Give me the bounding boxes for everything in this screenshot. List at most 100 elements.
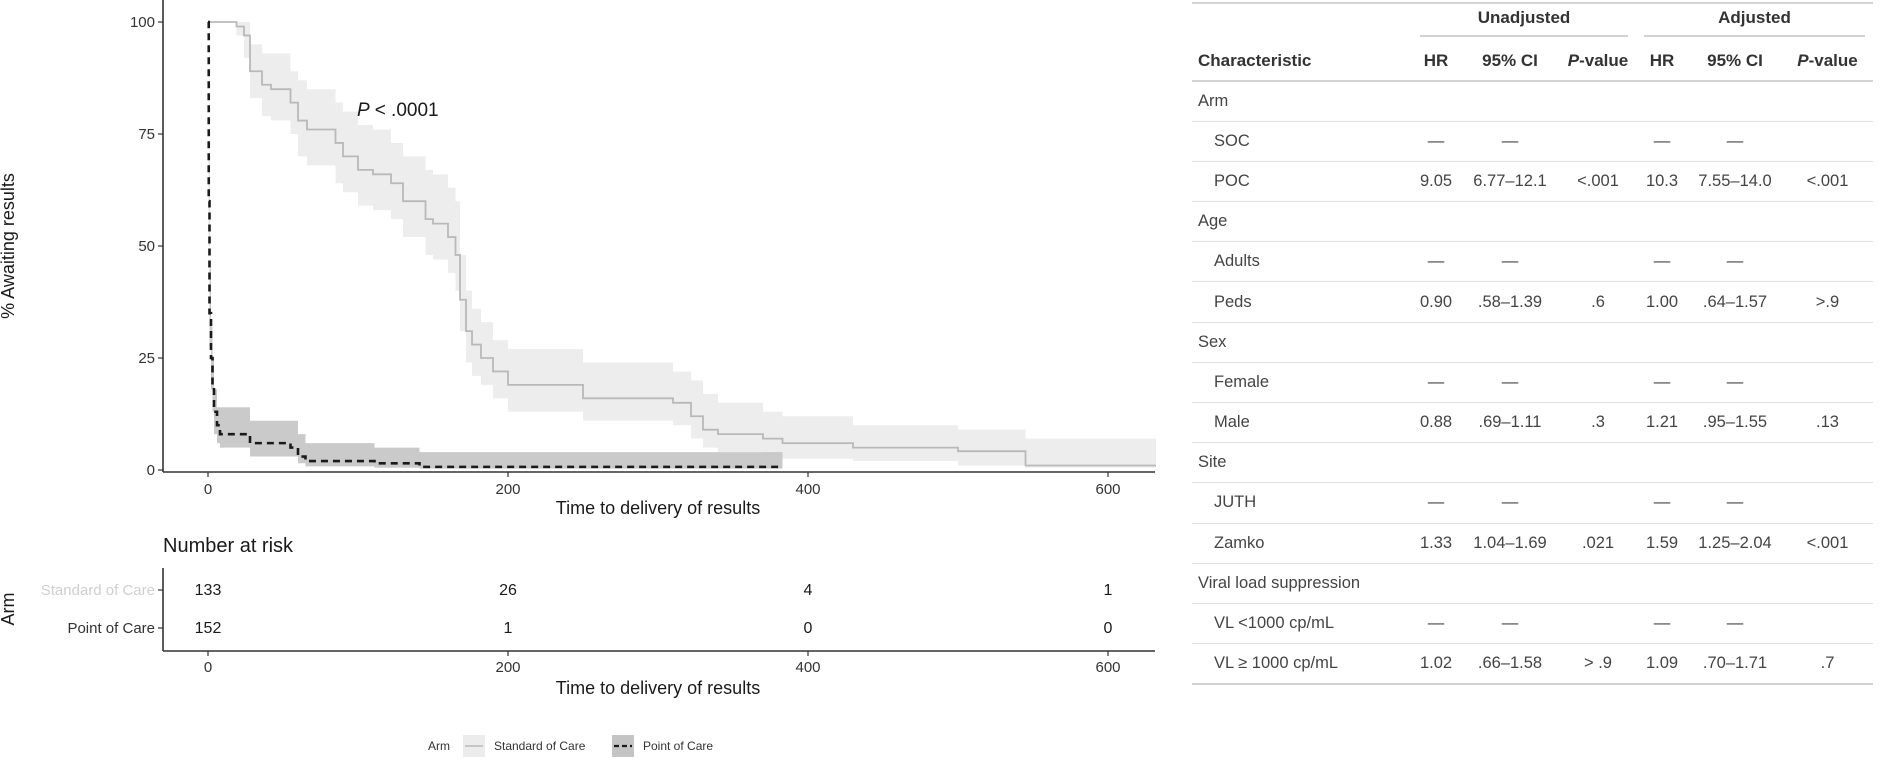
table-body: Arm SOC — — — — POC 9.05 6.77–12.1 <.001 10.3 7.55–…	[1192, 81, 1873, 684]
table-row: Zamko 1.33 1.04–1.69 .021 1.59 1.25–2.04 <.001	[1192, 523, 1873, 564]
ci-adj-cell: —	[1726, 493, 1744, 512]
hr-adj-cell	[1636, 202, 1688, 242]
hr-cell	[1412, 322, 1460, 362]
pvalue-adj-cell	[1782, 322, 1873, 362]
risk-value: 1	[1104, 582, 1113, 599]
survival-plot: 0 25 50 75 100 0 200 400 600 % Awaiting results…	[0, 0, 1156, 518]
ci-adj-cell: —	[1726, 131, 1744, 150]
ci-adj-cell: —	[1726, 252, 1744, 271]
pvalue-cell	[1560, 483, 1636, 523]
regression-results-table: Unadjusted Adjusted Characteristic HR 95…	[1192, 2, 1873, 685]
risk-x-tick-label: 0	[204, 659, 212, 676]
risk-value: 0	[804, 620, 813, 637]
pvalue-adj-cell	[1782, 81, 1873, 121]
hr-adj-cell: 1.00	[1645, 292, 1679, 311]
pvalue-adj-cell	[1782, 242, 1873, 282]
hr-cell: 1.02	[1419, 653, 1453, 672]
level-label: Zamko	[1214, 533, 1265, 552]
risk-table-title: Number at risk	[163, 535, 294, 557]
table-row: Peds 0.90 .58–1.39 .6 1.00 .64–1.57 >.9	[1192, 282, 1873, 323]
hr-adj-cell: 1.59	[1645, 533, 1679, 552]
table-row: VL <1000 cp/mL — — — —	[1192, 603, 1873, 644]
hr-cell: 1.33	[1419, 533, 1453, 552]
number-at-risk-table: Number at risk Standard of Care Point of…	[0, 535, 1155, 698]
x-tick-label: 200	[495, 481, 520, 498]
column-header-hr-adj: HR	[1636, 41, 1688, 82]
ci-cell: —	[1501, 372, 1519, 391]
level-label: POC	[1214, 171, 1250, 190]
pvalue-italic: P	[1567, 50, 1580, 70]
x-tick-label: 600	[1095, 481, 1120, 498]
pvalue-adj-cell	[1782, 483, 1873, 523]
table-row: Site	[1192, 443, 1873, 483]
ci-adj-cell: 1.25–2.04	[1698, 533, 1772, 552]
ci-cell: .69–1.11	[1478, 413, 1542, 432]
ci-cell: 1.04–1.69	[1473, 533, 1547, 552]
group-label: Site	[1198, 453, 1227, 472]
level-label: Peds	[1214, 292, 1252, 311]
ci-adj-cell	[1688, 81, 1782, 121]
pvalue-adj-cell	[1782, 362, 1873, 402]
hr-cell: —	[1427, 252, 1445, 271]
pvalue-cell	[1560, 202, 1636, 242]
column-header-hr: HR	[1412, 41, 1460, 82]
ci-cell: 6.77–12.1	[1473, 171, 1547, 190]
column-header-pvalue-adj: P-value	[1782, 41, 1873, 82]
hr-adj-cell: 1.21	[1645, 413, 1679, 432]
risk-value: 1	[504, 620, 513, 637]
hr-cell	[1412, 563, 1460, 603]
ci-cell: —	[1501, 614, 1519, 633]
hr-adj-cell: —	[1653, 252, 1671, 271]
ci-cell: —	[1501, 131, 1519, 150]
ci-cell: —	[1501, 493, 1519, 512]
table-row: Adults — — — —	[1192, 242, 1873, 282]
y-axis-ticks: 0 25 50 75 100	[130, 14, 163, 479]
y-tick-label: 25	[138, 350, 155, 367]
y-tick-label: 75	[138, 126, 155, 143]
x-tick-label: 0	[204, 481, 212, 498]
risk-y-axis-title: Arm	[0, 593, 18, 626]
pvalue-cell: .3	[1591, 413, 1605, 432]
hr-adj-cell: —	[1653, 372, 1671, 391]
spanner-header-row: Unadjusted Adjusted	[1192, 3, 1873, 41]
hr-cell: 9.05	[1419, 171, 1453, 190]
column-header-row: Characteristic HR 95% CI P-value HR 95% …	[1192, 41, 1873, 82]
legend-label-poc: Point of Care	[643, 739, 713, 753]
spanner-empty	[1192, 3, 1412, 41]
hr-cell	[1412, 81, 1460, 121]
group-label: Viral load suppression	[1198, 573, 1361, 592]
hr-adj-cell	[1636, 322, 1688, 362]
level-label: Female	[1214, 372, 1270, 391]
hr-adj-cell	[1636, 563, 1688, 603]
ci-adj-cell: —	[1726, 614, 1744, 633]
spanner-unadjusted: Unadjusted	[1412, 3, 1636, 41]
ci-adj-cell: .64–1.57	[1702, 292, 1768, 311]
ci-cell: .58–1.39	[1477, 292, 1543, 311]
group-label: Arm	[1198, 91, 1229, 110]
hr-adj-cell: —	[1653, 614, 1671, 633]
ci-adj-cell: —	[1726, 372, 1744, 391]
p-italic: P	[357, 100, 370, 121]
hr-cell: —	[1427, 372, 1445, 391]
ci-adj-cell	[1688, 322, 1782, 362]
level-label: VL <1000 cp/mL	[1214, 614, 1335, 633]
ci-cell	[1460, 443, 1560, 483]
pvalue-adj-cell	[1782, 603, 1873, 643]
pvalue-adj-cell	[1782, 121, 1873, 161]
ci-adj-cell	[1688, 443, 1782, 483]
hr-cell: —	[1427, 131, 1445, 150]
y-tick-label: 100	[130, 14, 155, 31]
column-header-pvalue: P-value	[1560, 41, 1636, 82]
x-axis-ticks: 0 200 400 600	[204, 472, 1121, 498]
group-label: Sex	[1198, 332, 1227, 351]
ci-adj-cell: 7.55–14.0	[1698, 171, 1772, 190]
y-tick-label: 50	[138, 238, 155, 255]
table-row: Arm	[1192, 81, 1873, 122]
pvalue-adj-cell	[1782, 202, 1873, 242]
pvalue-cell: <.001	[1577, 171, 1619, 190]
p-rest: < .0001	[375, 100, 439, 121]
table-row: Sex	[1192, 322, 1873, 363]
confidence-bands	[208, 22, 1156, 469]
table-row: Male 0.88 .69–1.11 .3 1.21 .95–1.55 .13	[1192, 403, 1873, 443]
spanner-adjusted: Adjusted	[1636, 3, 1873, 41]
